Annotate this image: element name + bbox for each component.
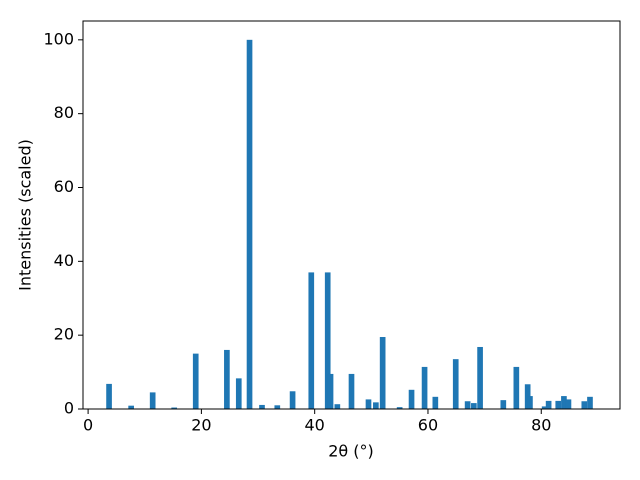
bar (327, 373, 334, 409)
bar (464, 401, 471, 409)
bar (545, 400, 552, 409)
x-tick-label: 40 (305, 416, 325, 435)
bar (471, 403, 477, 409)
plot-frame (82, 20, 621, 410)
bar (452, 359, 459, 409)
bar (555, 400, 562, 409)
bar (324, 272, 331, 409)
y-tick-label: 80 (54, 103, 74, 122)
bar (365, 399, 372, 409)
y-tick-label: 100 (43, 29, 74, 48)
y-tick-label: 20 (54, 325, 74, 344)
bar (128, 405, 134, 409)
bar (224, 349, 230, 409)
x-tick-label: 80 (531, 416, 551, 435)
bar (396, 407, 403, 409)
bar (259, 404, 265, 409)
bar (289, 391, 296, 409)
x-tick-label: 0 (83, 416, 93, 435)
x-axis-label: 2θ (°) (328, 442, 374, 461)
bar (348, 373, 355, 409)
y-tick-label: 60 (54, 177, 74, 196)
y-tick-label: 0 (64, 399, 74, 418)
bar (274, 405, 281, 409)
bar (513, 366, 520, 409)
bar (561, 396, 567, 409)
bar (421, 366, 428, 409)
bar (527, 396, 533, 409)
bar (246, 39, 253, 409)
bar (373, 402, 379, 409)
bar (334, 404, 341, 409)
bar (149, 392, 156, 409)
bar (106, 383, 112, 409)
bar (235, 378, 242, 409)
y-axis-label: Intensities (scaled) (16, 139, 35, 291)
bar (171, 407, 178, 409)
bar (581, 401, 588, 409)
bar (379, 337, 386, 409)
bar (477, 346, 483, 409)
bar (432, 396, 439, 409)
bar (500, 400, 507, 409)
y-tick-label: 40 (54, 251, 74, 270)
x-tick-label: 20 (191, 416, 211, 435)
bar (408, 389, 415, 409)
x-tick-label: 60 (418, 416, 438, 435)
bar (587, 396, 593, 409)
bar (192, 353, 199, 409)
bar (541, 406, 548, 409)
bar (308, 272, 315, 409)
bar (565, 399, 572, 409)
